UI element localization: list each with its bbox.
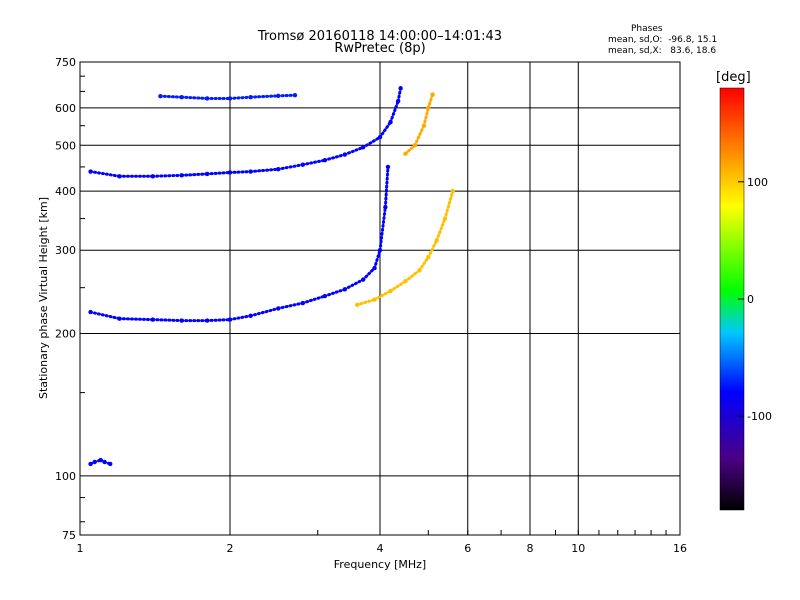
chart-title: Tromsø 20160118 14:00:00–14:01:43 — [257, 29, 503, 44]
echo-trace-o — [249, 306, 280, 318]
echo-trace-o — [249, 94, 280, 99]
echo-trace-o — [117, 317, 155, 322]
echo-trace-o — [228, 95, 253, 100]
phases-heading: Phases — [631, 24, 663, 34]
echo-trace-o — [389, 99, 400, 124]
echo-trace-x — [417, 255, 430, 272]
echo-trace-o — [323, 287, 347, 298]
colorbar-tick-label: 0 — [747, 293, 754, 306]
echo-trace-o — [249, 167, 280, 174]
echo-trace-o — [205, 318, 232, 323]
echo-trace-o — [323, 153, 347, 162]
phases-x-mode: mean, sd,X: 83.6, 18.6 — [608, 46, 717, 56]
echo-trace-o — [361, 135, 382, 149]
echo-trace-x — [422, 106, 430, 128]
x-tick-label: 4 — [377, 542, 384, 555]
x-tick-label: 16 — [673, 542, 687, 555]
echo-trace-o — [343, 145, 365, 157]
y-tick-label: 750 — [55, 56, 76, 69]
echo-trace-x — [373, 289, 393, 302]
colorbar-unit: [deg] — [716, 70, 751, 85]
x-tick-label: 10 — [571, 542, 585, 555]
echo-trace-o — [301, 158, 327, 167]
echo-trace-o — [89, 310, 121, 321]
echo-trace-o — [205, 170, 232, 176]
echo-trace-o — [378, 205, 387, 252]
echo-trace-x — [426, 93, 435, 110]
colorbar-tick-label: -100 — [747, 410, 772, 423]
echo-trace-x — [443, 189, 455, 221]
echo-trace-o — [228, 170, 253, 174]
x-axis-label: Frequency [MHz] — [334, 558, 426, 571]
echo-trace-x — [403, 143, 417, 156]
y-tick-label: 500 — [55, 139, 76, 152]
phases-o-mode: mean, sd,O: -96.8, 15.1 — [608, 35, 718, 45]
echo-trace-o — [180, 172, 209, 177]
echo-trace-x — [426, 238, 439, 259]
colorbar-tick-label: 100 — [747, 176, 768, 189]
echo-trace-o — [89, 170, 121, 178]
echo-trace-x — [403, 268, 421, 283]
chart-subtitle: RwPretec (8p) — [334, 41, 426, 56]
y-tick-label: 75 — [62, 529, 76, 542]
y-tick-label: 600 — [55, 102, 76, 115]
echo-trace-o — [301, 294, 327, 305]
x-tick-label: 8 — [527, 542, 534, 555]
x-tick-label: 2 — [227, 542, 234, 555]
echo-trace-x — [413, 124, 426, 147]
x-tick-label: 6 — [464, 542, 471, 555]
y-tick-label: 200 — [55, 328, 76, 341]
echo-trace-o — [103, 460, 112, 466]
echo-trace-o — [373, 248, 382, 270]
echo-trace-o — [228, 314, 253, 322]
y-tick-label: 300 — [55, 244, 76, 257]
y-axis-label: Stationary phase Virtual Height [km] — [37, 197, 50, 399]
echo-trace-o — [276, 163, 305, 171]
echo-trace-o — [158, 94, 184, 99]
echo-trace-o — [396, 86, 403, 103]
echo-trace-o — [276, 301, 305, 310]
echo-trace-o — [151, 173, 184, 178]
echo-trace-x — [389, 279, 407, 293]
x-tick-label: 1 — [77, 542, 84, 555]
echo-trace-o — [180, 95, 209, 100]
echo-trace-o — [378, 120, 393, 139]
echo-trace-o — [276, 93, 297, 98]
echo-trace-o — [151, 318, 184, 323]
echo-trace-o — [361, 266, 377, 282]
echo-trace-x — [355, 298, 377, 307]
y-tick-label: 100 — [55, 470, 76, 483]
echo-trace-x — [435, 217, 447, 242]
echo-trace-o — [383, 165, 390, 209]
echo-trace-o — [343, 278, 365, 291]
y-tick-label: 400 — [55, 185, 76, 198]
